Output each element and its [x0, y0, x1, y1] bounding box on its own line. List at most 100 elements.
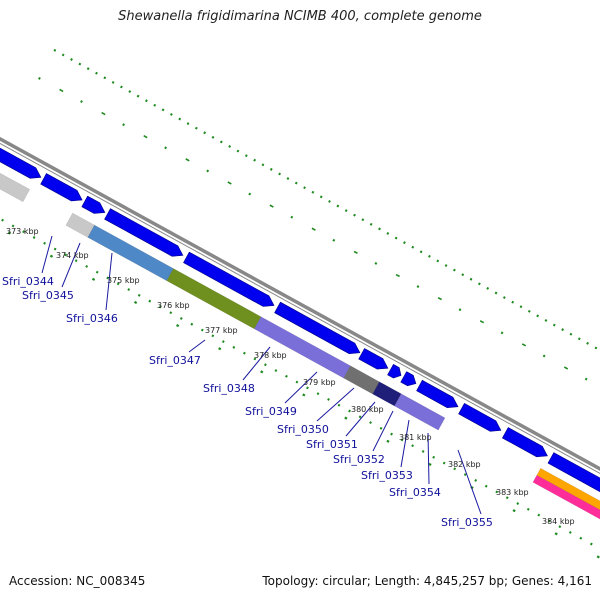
- label-leader: [61, 242, 81, 288]
- tick-dot: [358, 415, 362, 419]
- tick-dot: [505, 496, 509, 500]
- tick-dot: [169, 112, 173, 116]
- tick-dot: [353, 213, 356, 217]
- tick-dot: [502, 296, 506, 300]
- gene-label-link[interactable]: Sfri_0351: [306, 438, 358, 451]
- gene-arrow[interactable]: [501, 427, 548, 458]
- label-leader: [284, 371, 318, 404]
- tick-dot: [519, 305, 523, 309]
- gene-arrow[interactable]: [104, 208, 184, 257]
- tick-dot: [106, 276, 110, 280]
- gene-label-link[interactable]: Sfri_0353: [361, 469, 413, 482]
- label-leader: [457, 449, 482, 515]
- tick-dot: [53, 247, 57, 251]
- gene-arrow[interactable]: [183, 251, 275, 307]
- gene-arrow[interactable]: [458, 402, 502, 432]
- gene-label-link[interactable]: Sfri_0352: [333, 453, 385, 466]
- tick-dash: [290, 215, 294, 219]
- tick-dot: [274, 369, 278, 372]
- tick-dot: [158, 305, 162, 309]
- tick-dot: [336, 204, 340, 208]
- tick-dot: [128, 90, 132, 93]
- tick-dot: [453, 467, 457, 471]
- tick-dot: [95, 71, 98, 75]
- tick-dot: [403, 241, 406, 245]
- tick-dash: [218, 347, 222, 351]
- gene-label-link[interactable]: Sfri_0354: [389, 486, 441, 499]
- tick-dot: [253, 357, 257, 361]
- tick-dot: [22, 230, 25, 234]
- tick-dot: [178, 117, 182, 121]
- tick-dot: [411, 444, 415, 448]
- tick-dot: [544, 319, 548, 322]
- tick-dot: [294, 181, 298, 185]
- gene-arrow[interactable]: [274, 301, 361, 355]
- tick-dot: [348, 409, 351, 413]
- tick-dot: [228, 145, 232, 148]
- tick-dash: [122, 123, 125, 127]
- gene-label-link[interactable]: Sfri_0347: [149, 354, 201, 367]
- kbp-label: 383 kbp: [496, 488, 529, 497]
- tick-dot: [232, 345, 236, 349]
- label-leader: [41, 235, 53, 274]
- band-darkgrey: [343, 365, 380, 395]
- tick-dot: [552, 323, 556, 327]
- gene-arrow[interactable]: [387, 363, 402, 379]
- tick-dot: [486, 286, 490, 290]
- tick-dot: [337, 403, 341, 407]
- tick-dot: [244, 154, 248, 158]
- tick-dot: [295, 380, 299, 384]
- gene-label-link[interactable]: Sfri_0348: [203, 382, 255, 395]
- gene-arrow[interactable]: [400, 371, 417, 387]
- gene-arrow[interactable]: [358, 348, 389, 370]
- kbp-label: 374 kbp: [56, 251, 89, 260]
- tick-dot: [286, 177, 290, 180]
- gene-label-link[interactable]: Sfri_0344: [2, 275, 54, 288]
- tick-dot: [474, 478, 478, 482]
- gene-arrow[interactable]: [0, 138, 42, 179]
- tick-dot: [137, 293, 141, 297]
- tick-dash: [500, 331, 504, 335]
- tick-dot: [319, 195, 323, 199]
- tick-dot: [494, 291, 498, 295]
- band-violet: [394, 393, 446, 431]
- tick-dot: [428, 254, 431, 258]
- tick-dash: [542, 354, 546, 358]
- tick-dot: [452, 268, 456, 272]
- gene-arrow[interactable]: [547, 452, 600, 502]
- tick-dot: [78, 62, 82, 66]
- tick-dot: [436, 259, 440, 263]
- gene-label-link[interactable]: Sfri_0350: [277, 423, 329, 436]
- gene-bands: [0, 136, 600, 520]
- gene-arrow[interactable]: [81, 195, 106, 214]
- tick-dot: [442, 461, 446, 465]
- tick-dash: [185, 158, 190, 162]
- gene-label-link[interactable]: Sfri_0345: [22, 289, 74, 302]
- tick-dot: [444, 264, 448, 267]
- gene-arrow[interactable]: [40, 173, 83, 202]
- label-leader: [105, 252, 113, 311]
- tick-dot: [61, 53, 65, 57]
- tick-dot: [211, 334, 215, 338]
- gene-label-link[interactable]: Sfri_0346: [66, 312, 118, 325]
- tick-dot: [378, 227, 381, 231]
- band-pink: [532, 474, 600, 520]
- tick-dot: [421, 450, 425, 453]
- gene-arrow[interactable]: [416, 379, 459, 409]
- tick-dash: [332, 238, 336, 242]
- band-orange: [536, 467, 600, 511]
- tick-dot: [43, 241, 47, 245]
- tick-dot: [253, 158, 257, 162]
- genome-backbone: [0, 136, 600, 471]
- tick-dot: [64, 253, 68, 257]
- gene-label-link[interactable]: Sfri_0355: [441, 516, 493, 529]
- tick-dot: [432, 455, 436, 459]
- gene-label-link[interactable]: Sfri_0349: [245, 405, 297, 418]
- label-leader: [400, 419, 410, 468]
- tick-dot: [390, 432, 393, 436]
- tick-dot: [53, 48, 57, 52]
- tick-dot: [569, 332, 573, 336]
- tick-dash: [248, 192, 252, 196]
- label-leader: [188, 339, 206, 353]
